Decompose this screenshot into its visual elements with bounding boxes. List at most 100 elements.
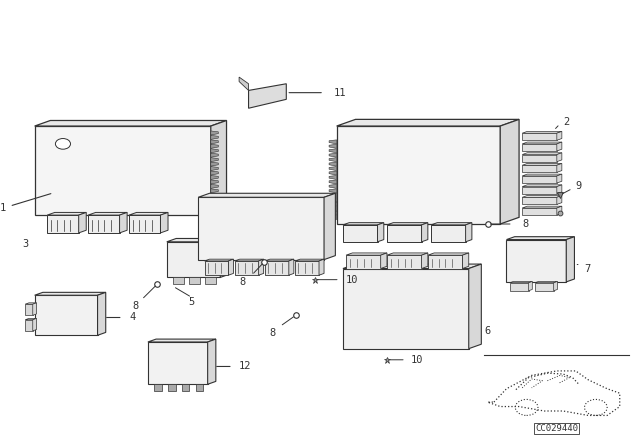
Polygon shape: [329, 144, 337, 148]
Polygon shape: [346, 255, 381, 268]
Polygon shape: [211, 171, 218, 175]
Polygon shape: [324, 193, 335, 260]
Polygon shape: [289, 259, 294, 275]
Text: CC029440: CC029440: [535, 424, 579, 433]
Polygon shape: [343, 225, 378, 242]
Polygon shape: [161, 212, 168, 233]
Text: 9: 9: [576, 181, 582, 191]
Polygon shape: [239, 77, 248, 90]
Polygon shape: [522, 176, 557, 183]
Polygon shape: [211, 180, 218, 184]
Polygon shape: [337, 126, 500, 224]
Text: 12: 12: [239, 362, 252, 371]
Polygon shape: [196, 384, 204, 392]
Text: 5: 5: [189, 297, 195, 307]
Polygon shape: [522, 197, 557, 204]
Polygon shape: [228, 259, 234, 275]
Polygon shape: [506, 237, 575, 240]
Polygon shape: [25, 304, 33, 315]
Polygon shape: [329, 153, 337, 157]
Polygon shape: [422, 223, 428, 242]
Polygon shape: [182, 384, 189, 392]
Polygon shape: [337, 119, 519, 126]
Polygon shape: [189, 277, 200, 284]
Polygon shape: [557, 206, 562, 215]
Polygon shape: [329, 158, 337, 162]
Polygon shape: [535, 281, 557, 283]
Polygon shape: [205, 277, 216, 284]
Polygon shape: [522, 195, 562, 197]
Polygon shape: [329, 162, 337, 166]
Polygon shape: [167, 242, 220, 277]
Polygon shape: [33, 303, 36, 315]
Polygon shape: [522, 187, 557, 194]
Polygon shape: [381, 253, 387, 268]
Polygon shape: [387, 253, 428, 255]
Polygon shape: [329, 215, 337, 220]
Text: 10: 10: [411, 355, 424, 365]
Text: 3: 3: [22, 239, 28, 249]
Polygon shape: [522, 208, 557, 215]
Polygon shape: [387, 225, 422, 242]
Polygon shape: [198, 197, 324, 260]
Polygon shape: [97, 293, 106, 335]
Text: 8: 8: [132, 302, 138, 311]
Polygon shape: [329, 211, 337, 215]
Text: 7: 7: [584, 263, 590, 274]
Polygon shape: [343, 223, 384, 225]
Polygon shape: [500, 119, 519, 224]
Polygon shape: [522, 153, 562, 155]
Polygon shape: [329, 193, 337, 197]
Polygon shape: [33, 319, 36, 331]
Polygon shape: [47, 215, 79, 233]
Polygon shape: [428, 255, 463, 268]
Polygon shape: [463, 253, 468, 268]
Polygon shape: [35, 293, 106, 295]
Polygon shape: [329, 149, 337, 153]
Polygon shape: [211, 135, 218, 139]
Polygon shape: [295, 261, 319, 275]
Polygon shape: [211, 140, 218, 144]
Polygon shape: [211, 131, 218, 135]
Polygon shape: [522, 155, 557, 162]
Polygon shape: [211, 202, 218, 206]
Text: 6: 6: [484, 326, 491, 336]
Polygon shape: [422, 253, 428, 268]
Polygon shape: [211, 162, 218, 166]
Polygon shape: [329, 176, 337, 180]
Polygon shape: [211, 158, 218, 162]
Polygon shape: [431, 223, 472, 225]
Polygon shape: [522, 174, 562, 176]
Polygon shape: [168, 384, 175, 392]
Polygon shape: [211, 198, 218, 202]
Polygon shape: [343, 268, 468, 349]
Polygon shape: [25, 320, 33, 331]
Polygon shape: [248, 84, 286, 108]
Polygon shape: [265, 261, 289, 275]
Polygon shape: [428, 253, 468, 255]
Polygon shape: [329, 185, 337, 188]
Polygon shape: [88, 215, 120, 233]
Polygon shape: [557, 142, 562, 151]
Polygon shape: [211, 176, 218, 180]
Polygon shape: [557, 195, 562, 204]
Polygon shape: [120, 212, 127, 233]
Polygon shape: [211, 121, 227, 215]
Polygon shape: [35, 121, 227, 126]
Polygon shape: [557, 164, 562, 172]
Polygon shape: [378, 223, 384, 242]
Polygon shape: [235, 261, 259, 275]
Polygon shape: [79, 212, 86, 233]
Text: 8: 8: [522, 219, 529, 229]
Polygon shape: [211, 167, 218, 171]
Polygon shape: [329, 171, 337, 175]
Polygon shape: [557, 131, 562, 140]
Polygon shape: [346, 253, 387, 255]
Polygon shape: [329, 140, 337, 144]
Polygon shape: [148, 339, 216, 342]
Polygon shape: [207, 339, 216, 384]
Polygon shape: [211, 144, 218, 148]
Polygon shape: [329, 198, 337, 202]
Polygon shape: [211, 149, 218, 153]
Text: 8: 8: [269, 328, 276, 338]
